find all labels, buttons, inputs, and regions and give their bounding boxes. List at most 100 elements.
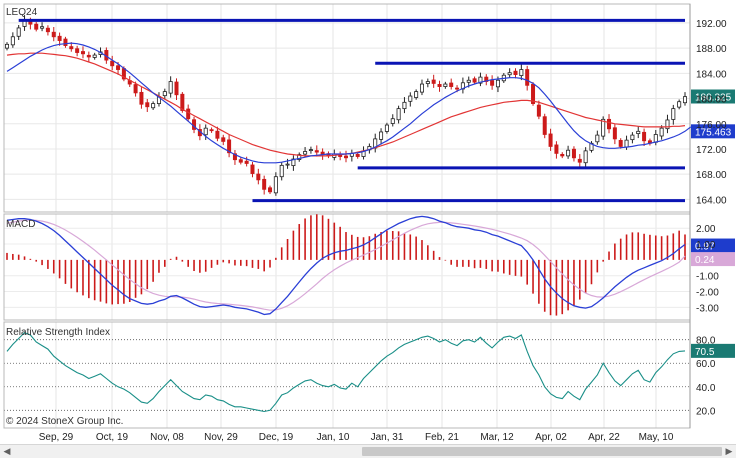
candle-body <box>209 129 214 132</box>
rsi-value-badge <box>691 343 735 358</box>
copyright-text: © 2024 StoneX Group Inc. <box>6 416 123 427</box>
symbol-label: LEQ24 <box>6 7 38 18</box>
candle-body <box>355 153 360 157</box>
price-y-tick-label: 168.00 <box>696 170 727 181</box>
rsi-y-tick-label: 40.0 <box>696 383 716 394</box>
candle-body <box>232 153 237 161</box>
candle-body <box>203 127 208 136</box>
candle-body <box>419 83 424 93</box>
candle-body <box>291 158 296 167</box>
macd-y-tick-label: -3.00 <box>696 303 719 314</box>
candle-body <box>437 84 442 87</box>
candle-body <box>583 150 588 164</box>
candle-body <box>285 163 290 166</box>
candle-body <box>40 26 45 29</box>
candle-body <box>390 118 395 124</box>
candle-body <box>536 104 541 117</box>
panel-frames <box>3 3 691 429</box>
candle-body <box>273 176 278 194</box>
candle-body <box>653 134 658 143</box>
x-tick-label: Dec, 19 <box>259 432 294 443</box>
price-panel: 180.325 175.463 <box>5 15 735 203</box>
candle-body <box>484 76 489 82</box>
candle-body <box>466 79 471 83</box>
scrollbar-thumb[interactable] <box>362 447 722 456</box>
x-tick-label: May, 10 <box>639 432 674 443</box>
candle-body <box>297 154 302 160</box>
candle-body <box>145 102 150 108</box>
candle-body <box>174 81 179 96</box>
rsi-y-tick-label: 60.0 <box>696 359 716 370</box>
candle-body <box>624 139 629 148</box>
macd-y-tick-label: 1.00 <box>696 240 716 251</box>
price-y-tick-label: 180.00 <box>696 95 727 106</box>
candle-body <box>221 137 226 142</box>
horizontal-scrollbar[interactable]: ◀ ▶ <box>0 444 736 458</box>
candle-body <box>542 116 547 135</box>
x-tick-label: Oct, 19 <box>96 432 129 443</box>
candle-body <box>449 82 454 87</box>
candle-body <box>595 134 600 143</box>
candle-body <box>16 27 21 37</box>
candle-body <box>490 80 495 86</box>
candle-body <box>548 133 553 147</box>
candle-body <box>256 173 261 181</box>
candle-body <box>139 91 144 105</box>
rsi-panel: 70.5 <box>6 331 735 413</box>
moving-average-badge-text: 175.463 <box>695 127 732 138</box>
candle-body <box>531 83 536 104</box>
candle-body <box>51 31 56 38</box>
candle-body <box>402 101 407 110</box>
candle-body <box>478 76 483 84</box>
grid-layer <box>4 4 690 428</box>
candle-body <box>63 38 68 47</box>
candle-body <box>343 155 348 159</box>
candle-body <box>513 70 518 75</box>
candle-body <box>396 108 401 121</box>
candle-body <box>554 144 559 154</box>
candle-body <box>495 79 500 88</box>
candle-body <box>34 23 39 30</box>
candle-body <box>238 159 243 163</box>
macd-y-tick-label: 2.00 <box>696 224 716 235</box>
signal-value-badge-text: 0.24 <box>695 255 715 266</box>
candle-body <box>671 108 676 120</box>
candle-body <box>665 119 670 130</box>
candle-body <box>566 149 571 157</box>
macd-value-badge-text: 0.97 <box>695 242 715 253</box>
candle-body <box>425 81 430 84</box>
x-tick-label: Apr, 22 <box>588 432 620 443</box>
candle-body <box>45 27 50 33</box>
rsi-value-badge-text: 70.5 <box>695 347 715 358</box>
candle-body <box>431 79 436 84</box>
candle-body <box>677 101 682 108</box>
candle-body <box>250 164 255 174</box>
candle-body <box>227 139 232 154</box>
candle-body <box>262 178 267 190</box>
candle-body <box>303 151 308 155</box>
scroll-right-arrow-icon[interactable]: ▶ <box>725 446 733 456</box>
candle-body <box>560 153 565 157</box>
candle-body <box>186 108 191 120</box>
signal-value-badge <box>691 252 735 267</box>
macd-signal-line <box>6 219 686 311</box>
candle-body <box>630 134 635 141</box>
x-tick-label: Nov, 08 <box>150 432 184 443</box>
price-y-tick-label: 192.00 <box>696 19 727 30</box>
candle-body <box>601 118 606 137</box>
price-y-tick-label: 184.00 <box>696 69 727 80</box>
price-y-tick-label: 172.00 <box>696 145 727 156</box>
candle-body <box>110 60 115 67</box>
scroll-left-arrow-icon[interactable]: ◀ <box>3 446 11 456</box>
candle-body <box>80 51 85 55</box>
rsi-line <box>6 331 686 413</box>
moving-average-badge <box>691 124 735 139</box>
x-tick-label: Sep, 29 <box>39 432 74 443</box>
candle-body <box>244 160 249 164</box>
candle-body <box>525 69 530 86</box>
candle-body <box>168 81 173 94</box>
moving-average-fast-line <box>6 42 692 164</box>
candle-body <box>75 48 80 53</box>
candle-body <box>379 131 384 140</box>
candle-body <box>116 65 121 70</box>
